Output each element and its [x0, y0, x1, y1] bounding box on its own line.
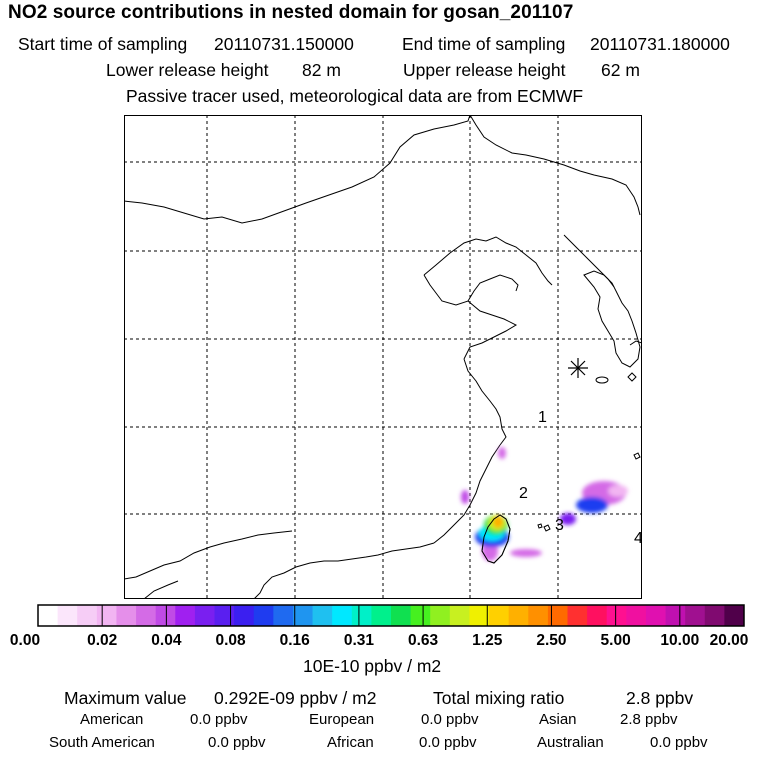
map-label-1: 1: [538, 409, 547, 426]
colorbar-cell: [57, 605, 78, 626]
map-label-2: 2: [519, 485, 528, 502]
colorbar-cell: [194, 605, 215, 626]
colorbar-cell: [175, 605, 196, 626]
colorbar-cell: [704, 605, 725, 626]
region-asian-label: Asian: [539, 711, 577, 728]
total-mixing-value: 2.8 ppbv: [626, 688, 694, 708]
map-label-4: 4: [634, 530, 642, 547]
colorbar-cell: [528, 605, 549, 626]
region-european-label: European: [309, 711, 375, 728]
region-australian-label: Australian: [537, 734, 604, 751]
colorbar: [37, 604, 745, 627]
colorbar-cell: [587, 605, 608, 626]
colorbar-cell: [547, 605, 568, 626]
max-value: 0.292E-09 ppbv / m2: [214, 688, 377, 708]
colorbar-tick-label: 20.00: [709, 632, 749, 649]
map-frame: [124, 115, 642, 599]
asterisk-icon: [568, 358, 588, 378]
tracer-note: Passive tracer used, meteorological data…: [126, 86, 584, 106]
colorbar-cell: [567, 605, 588, 626]
lower-height-label: Lower release height: [106, 60, 269, 80]
region-african-label: African: [327, 734, 374, 751]
map-label-3: 3: [555, 517, 564, 534]
end-time-label: End time of sampling: [402, 34, 566, 54]
region-american-label: American: [80, 711, 144, 728]
colorbar-cell: [234, 605, 255, 626]
taiwan-outline: [481, 514, 511, 564]
map-grid: [124, 115, 642, 599]
region-asian-value: 2.8 ppbv: [620, 711, 678, 728]
colorbar-tick-label: 5.00: [600, 632, 631, 649]
region-australian-value: 0.0 ppbv: [650, 734, 708, 751]
colorbar-cell: [391, 605, 412, 626]
colorbar-tick-label: 0.31: [343, 632, 374, 649]
colorbar-tick-label: 0.08: [215, 632, 246, 649]
colorbar-cell: [430, 605, 451, 626]
upper-height-value: 62 m: [601, 60, 640, 80]
colorbar-cell: [469, 605, 490, 626]
colorbar-tick-label: 10.00: [660, 632, 700, 649]
total-mixing-label: Total mixing ratio: [433, 688, 565, 708]
colorbar-cell: [38, 605, 59, 626]
colorbar-cell: [253, 605, 274, 626]
colorbar-tick-label: 0.04: [151, 632, 182, 649]
region-european-value: 0.0 ppbv: [421, 711, 479, 728]
colorbar-tick-label: 0.16: [279, 632, 310, 649]
region-south-american-label: South American: [49, 734, 155, 751]
colorbar-cell: [116, 605, 137, 626]
colorbar-cell: [332, 605, 353, 626]
colorbar-cell: [96, 605, 117, 626]
colorbar-cell: [489, 605, 510, 626]
region-african-value: 0.0 ppbv: [419, 734, 477, 751]
colorbar-cell: [508, 605, 529, 626]
region-american-value: 0.0 ppbv: [190, 711, 248, 728]
colorbar-frame: [37, 604, 745, 627]
colorbar-cell: [626, 605, 647, 626]
colorbar-cell: [449, 605, 470, 626]
colorbar-tick-label: 0.02: [87, 632, 118, 649]
colorbar-cell: [351, 605, 372, 626]
colorbar-cell: [606, 605, 627, 626]
colorbar-tick-label: 0.63: [407, 632, 439, 649]
colorbar-cell: [292, 605, 313, 626]
end-time-value: 20110731.180000: [590, 34, 730, 54]
colorbar-cell: [77, 605, 98, 626]
colorbar-tick-label: 0.00: [9, 632, 41, 649]
colorbar-cell: [312, 605, 333, 626]
colorbar-unit: 10E-10 ppbv / m2: [303, 656, 442, 676]
colorbar-cell: [685, 605, 706, 626]
region-south-american-value: 0.0 ppbv: [208, 734, 266, 751]
colorbar-cell: [410, 605, 431, 626]
colorbar-cell: [214, 605, 235, 626]
map-panel: 1 2 3 4: [124, 115, 642, 599]
colorbar-cell: [371, 605, 392, 626]
start-time-value: 20110731.150000: [214, 34, 354, 54]
colorbar-tick-label: 2.50: [536, 632, 567, 649]
colorbar-cell: [273, 605, 294, 626]
colorbar-cell: [665, 605, 686, 626]
plot-title: NO2 source contributions in nested domai…: [8, 2, 574, 23]
colorbar-cell: [136, 605, 157, 626]
start-time-label: Start time of sampling: [18, 34, 188, 54]
colorbar-cell: [724, 605, 745, 626]
colorbar-cell: [155, 605, 176, 626]
colorbar-cell: [645, 605, 666, 626]
max-value-label: Maximum value: [64, 688, 187, 708]
colorbar-tick-label: 1.25: [472, 632, 503, 649]
upper-height-label: Upper release height: [403, 60, 566, 80]
lower-height-value: 82 m: [302, 60, 341, 80]
